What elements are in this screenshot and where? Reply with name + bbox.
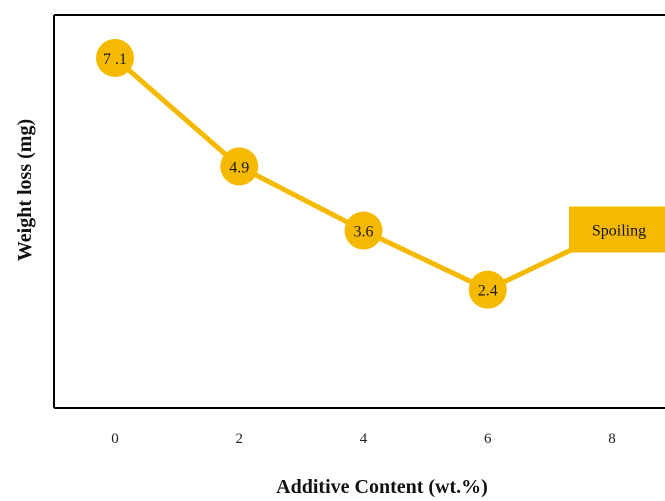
data-label: 4.9 — [229, 159, 249, 176]
data-label: 3.6 — [354, 224, 374, 241]
data-label: 7 .1 — [103, 51, 127, 68]
x-tick-label: 6 — [484, 431, 492, 447]
series-line-group — [96, 38, 631, 309]
data-point-marker — [96, 38, 134, 77]
data-point-marker — [468, 270, 507, 309]
data-label-group: 7 .1 4.9 3.6 2.4 Spoiling — [103, 51, 665, 300]
data-point-marker — [220, 147, 259, 186]
x-axis-title: Additive Content (wt.%) — [276, 476, 488, 498]
annotation-callout-text: Spoiling — [592, 223, 646, 240]
series-line — [113, 56, 614, 293]
y-axis-title: Weight loss (mg) — [14, 119, 36, 261]
x-tick-label-group: 0 2 4 6 8 — [111, 431, 616, 447]
x-tick-label: 2 — [236, 431, 244, 447]
x-tick-label: 0 — [111, 431, 119, 447]
x-tick-label: 8 — [608, 431, 616, 447]
data-point-marker — [344, 211, 383, 250]
annotation-callout-box — [569, 206, 665, 253]
x-tick-label: 4 — [360, 431, 368, 447]
data-label: 2.4 — [478, 283, 498, 300]
plot-frame — [53, 14, 665, 409]
